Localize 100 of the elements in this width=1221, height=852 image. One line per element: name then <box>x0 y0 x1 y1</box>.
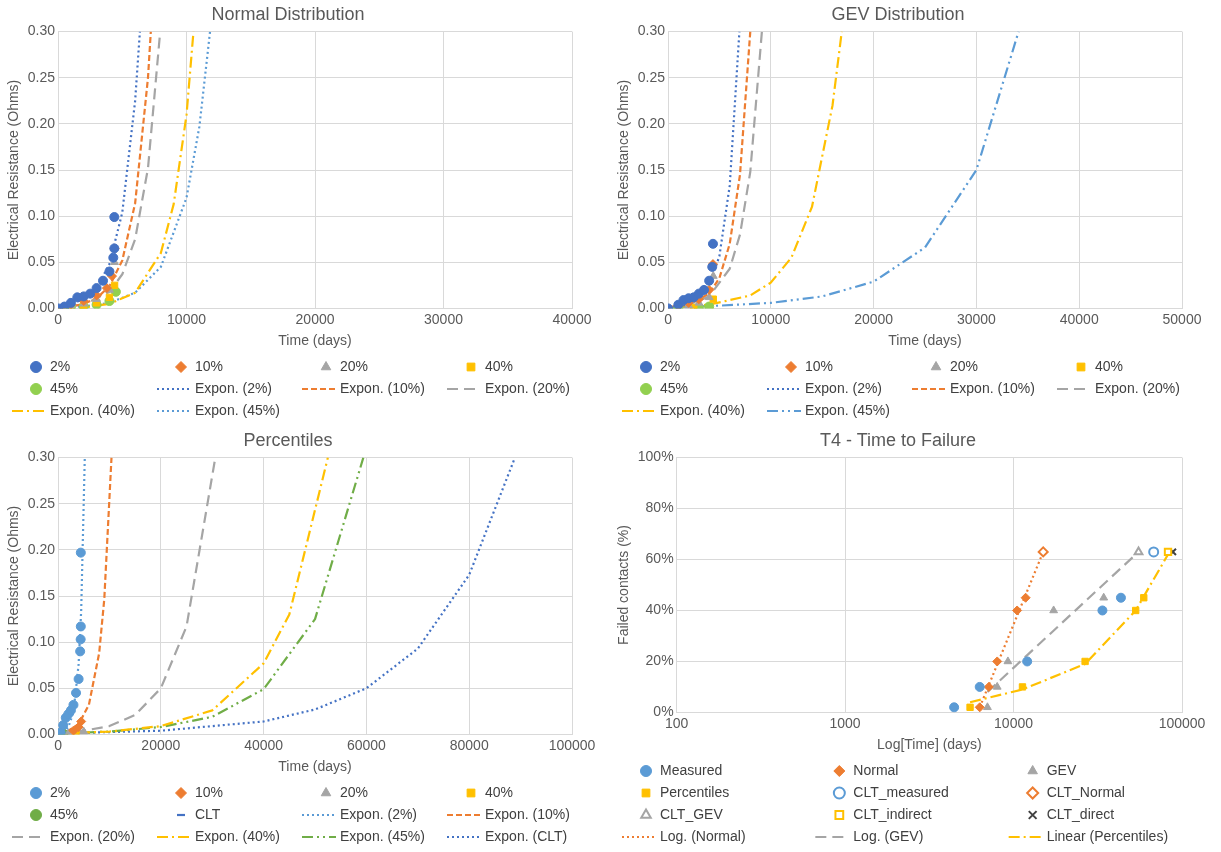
y-tick-label: 0.10 <box>637 206 666 223</box>
legend-label: CLT_measured <box>853 783 949 800</box>
x-tick-label: 0 <box>54 736 63 753</box>
y-tick-label: 60% <box>645 550 674 567</box>
legend-label: Linear (Percentiles) <box>1046 827 1169 844</box>
x-tick-label: 20000 <box>141 736 181 753</box>
legend-label: Expon. (40%) <box>660 401 745 418</box>
x-tick-label: 30000 <box>956 310 997 327</box>
x-tick-label: 100000 <box>548 736 596 753</box>
x-tick-label: 80000 <box>449 736 489 753</box>
y-tick-label: 0.10 <box>27 206 56 223</box>
legend-label: 45% <box>50 379 79 396</box>
legend-label: Expon. (CLT) <box>485 827 568 844</box>
legend-label: Expon. (40%) <box>50 401 135 418</box>
legend-label: Expon. (2%) <box>340 805 418 822</box>
y-tick-label: 0.00 <box>27 725 56 742</box>
y-tick-label: 0.15 <box>27 586 56 603</box>
chart-title: T4 - Time to Failure <box>819 429 977 450</box>
x-axis-title: Time (days) <box>278 332 352 349</box>
x-tick-label: 40000 <box>552 310 592 327</box>
legend-label: 10% <box>195 783 224 800</box>
y-tick-label: 0.30 <box>27 22 56 39</box>
y-tick-label: 0.05 <box>27 679 56 696</box>
legend-label: CLT_indirect <box>853 805 932 822</box>
y-tick-label: 0.25 <box>637 68 666 85</box>
chart-title: Normal Distribution <box>211 3 365 24</box>
legend-label: CLT <box>195 805 221 822</box>
y-tick-label: 0.20 <box>27 540 56 557</box>
legend-label: Normal <box>853 761 899 778</box>
legend-label: 45% <box>660 379 689 396</box>
y-axis-title: Electrical Resistance (Ohms) <box>615 79 632 261</box>
y-tick-label: 0.00 <box>27 299 56 316</box>
legend-label: 20% <box>340 357 369 374</box>
x-tick-label: 50000 <box>1162 310 1202 327</box>
legend-label: 2% <box>50 357 71 374</box>
legend-label: GEV <box>1046 761 1077 778</box>
y-tick-label: 0.25 <box>27 494 56 511</box>
legend-label: Expon. (45%) <box>805 401 890 418</box>
legend-label: 40% <box>485 357 514 374</box>
x-tick-label: 100000 <box>1158 714 1206 731</box>
legend-label: Expon. (45%) <box>195 401 280 418</box>
x-tick-label: 0 <box>54 310 63 327</box>
x-tick-label: 1000 <box>829 714 861 731</box>
legend-label: Log. (Normal) <box>660 827 746 844</box>
y-tick-label: 0.30 <box>27 448 56 465</box>
y-axis-title: Electrical Resistance (Ohms) <box>5 79 22 261</box>
x-tick-label: 30000 <box>424 310 464 327</box>
y-tick-label: 0.05 <box>27 253 56 270</box>
x-tick-label: 20000 <box>854 310 894 327</box>
legend-label: Expon. (10%) <box>950 379 1035 396</box>
y-tick-label: 0.15 <box>637 160 666 177</box>
legend-label: Percentiles <box>660 783 730 800</box>
x-tick-label: 40000 <box>1059 310 1099 327</box>
y-tick-label: 40% <box>645 601 674 618</box>
legend-label: Expon. (10%) <box>340 379 425 396</box>
y-tick-label: 100% <box>637 448 674 465</box>
y-tick-label: 0.00 <box>637 299 666 316</box>
y-tick-label: 0.10 <box>27 632 56 649</box>
x-tick-label: 0 <box>664 310 673 327</box>
x-axis-title: Time (days) <box>888 332 962 349</box>
legend-label: Measured <box>660 761 723 778</box>
legend-label: CLT_Normal <box>1046 783 1125 800</box>
chart-title: Percentiles <box>243 429 333 450</box>
chart-title: GEV Distribution <box>831 3 965 24</box>
y-axis-title: Failed contacts (%) <box>615 525 632 645</box>
legend-label: Expon. (45%) <box>340 827 425 844</box>
legend-label: Log. (GEV) <box>853 827 924 844</box>
legend-label: Expon. (2%) <box>805 379 883 396</box>
y-tick-label: 20% <box>645 652 674 669</box>
y-tick-label: 0.20 <box>637 114 666 131</box>
legend-label: 45% <box>50 805 79 822</box>
x-tick-label: 40000 <box>244 736 284 753</box>
x-tick-label: 10000 <box>751 310 791 327</box>
legend-label: 2% <box>50 783 71 800</box>
legend-label: Expon. (20%) <box>1095 379 1180 396</box>
x-tick-label: 10000 <box>994 714 1034 731</box>
legend-label: 40% <box>1095 357 1124 374</box>
legend-label: 10% <box>195 357 224 374</box>
y-tick-label: 0.20 <box>27 114 56 131</box>
y-tick-label: 0.30 <box>637 22 666 39</box>
legend-label: 10% <box>805 357 834 374</box>
x-axis-title: Log[Time] (days) <box>877 736 982 753</box>
legend-label: Expon. (2%) <box>195 379 273 396</box>
legend-label: Expon. (40%) <box>195 827 280 844</box>
legend-label: Expon. (20%) <box>50 827 135 844</box>
x-tick-label: 60000 <box>346 736 387 753</box>
legend-label: 20% <box>340 783 369 800</box>
legend-label: 20% <box>950 357 979 374</box>
x-tick-label: 10000 <box>167 310 207 327</box>
legend-label: 40% <box>485 783 514 800</box>
y-tick-label: 0.25 <box>27 68 56 85</box>
y-tick-label: 0.05 <box>637 253 666 270</box>
y-axis-title: Electrical Resistance (Ohms) <box>5 505 22 687</box>
legend-label: Expon. (20%) <box>485 379 570 396</box>
x-axis-title: Time (days) <box>278 758 352 775</box>
legend-label: CLT_direct <box>1046 805 1115 822</box>
y-tick-label: 0.15 <box>27 160 56 177</box>
x-tick-label: 20000 <box>295 310 335 327</box>
legend-label: Expon. (10%) <box>485 805 570 822</box>
y-tick-label: 80% <box>645 499 674 516</box>
